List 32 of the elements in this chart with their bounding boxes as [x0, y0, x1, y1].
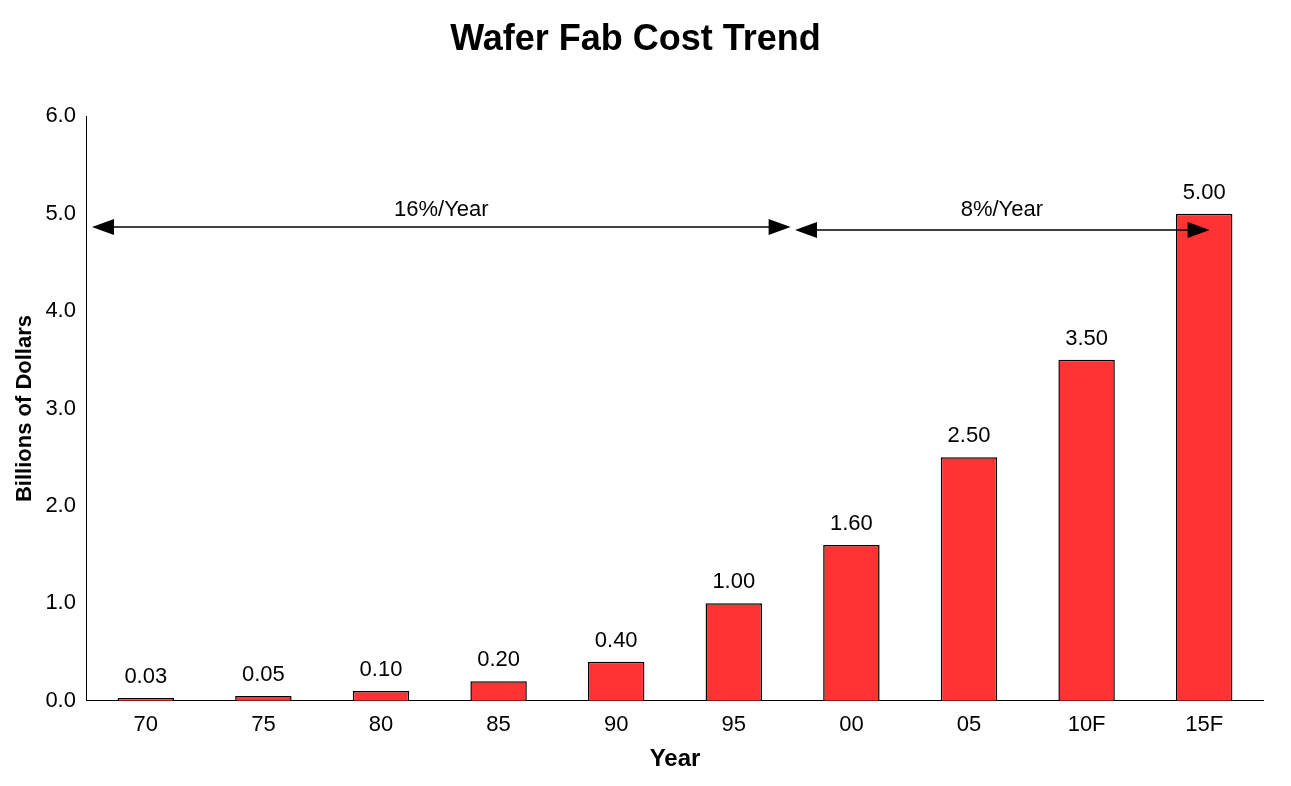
data-label: 3.50 [1065, 324, 1109, 350]
x-tick-label: 95 [721, 711, 747, 737]
data-label: 5.00 [1182, 178, 1226, 204]
x-tick-label: 10F [1067, 711, 1106, 737]
y-tick-label: 1.0 [45, 589, 76, 615]
annotation: 8%/Year [960, 196, 1044, 222]
x-tick-label: 15F [1185, 711, 1224, 737]
annotation: 16%/Year [393, 196, 489, 222]
data-label: 0.40 [594, 626, 638, 652]
y-axis-title: Billions of Dollars [11, 314, 37, 503]
x-tick-label: 05 [956, 711, 982, 737]
x-tick-label: 75 [251, 711, 276, 737]
y-tick-label: 6.0 [45, 102, 76, 128]
y-tick-label: 5.0 [45, 199, 76, 225]
x-tick-label: 80 [368, 711, 394, 737]
x-tick-label: 00 [839, 711, 864, 737]
y-tick-label: 4.0 [45, 297, 76, 323]
y-tick-label: 2.0 [45, 492, 76, 517]
x-tick-label: 90 [603, 711, 629, 737]
data-label: 1.00 [712, 568, 756, 594]
x-axis-title: Year [649, 744, 701, 772]
y-tick-label: 0.0 [45, 686, 76, 712]
data-label: 2.50 [947, 422, 991, 448]
x-tick-label: 70 [133, 711, 159, 737]
data-label: 0.20 [477, 646, 520, 672]
data-label: 0.03 [124, 662, 168, 688]
data-label: 0.05 [241, 660, 285, 686]
y-tick-label: 3.0 [45, 394, 76, 420]
data-label: 1.60 [829, 509, 873, 535]
chart-title: Wafer Fab Cost Trend [450, 16, 821, 58]
data-label: 0.10 [359, 656, 403, 682]
x-tick-label: 85 [486, 711, 511, 737]
